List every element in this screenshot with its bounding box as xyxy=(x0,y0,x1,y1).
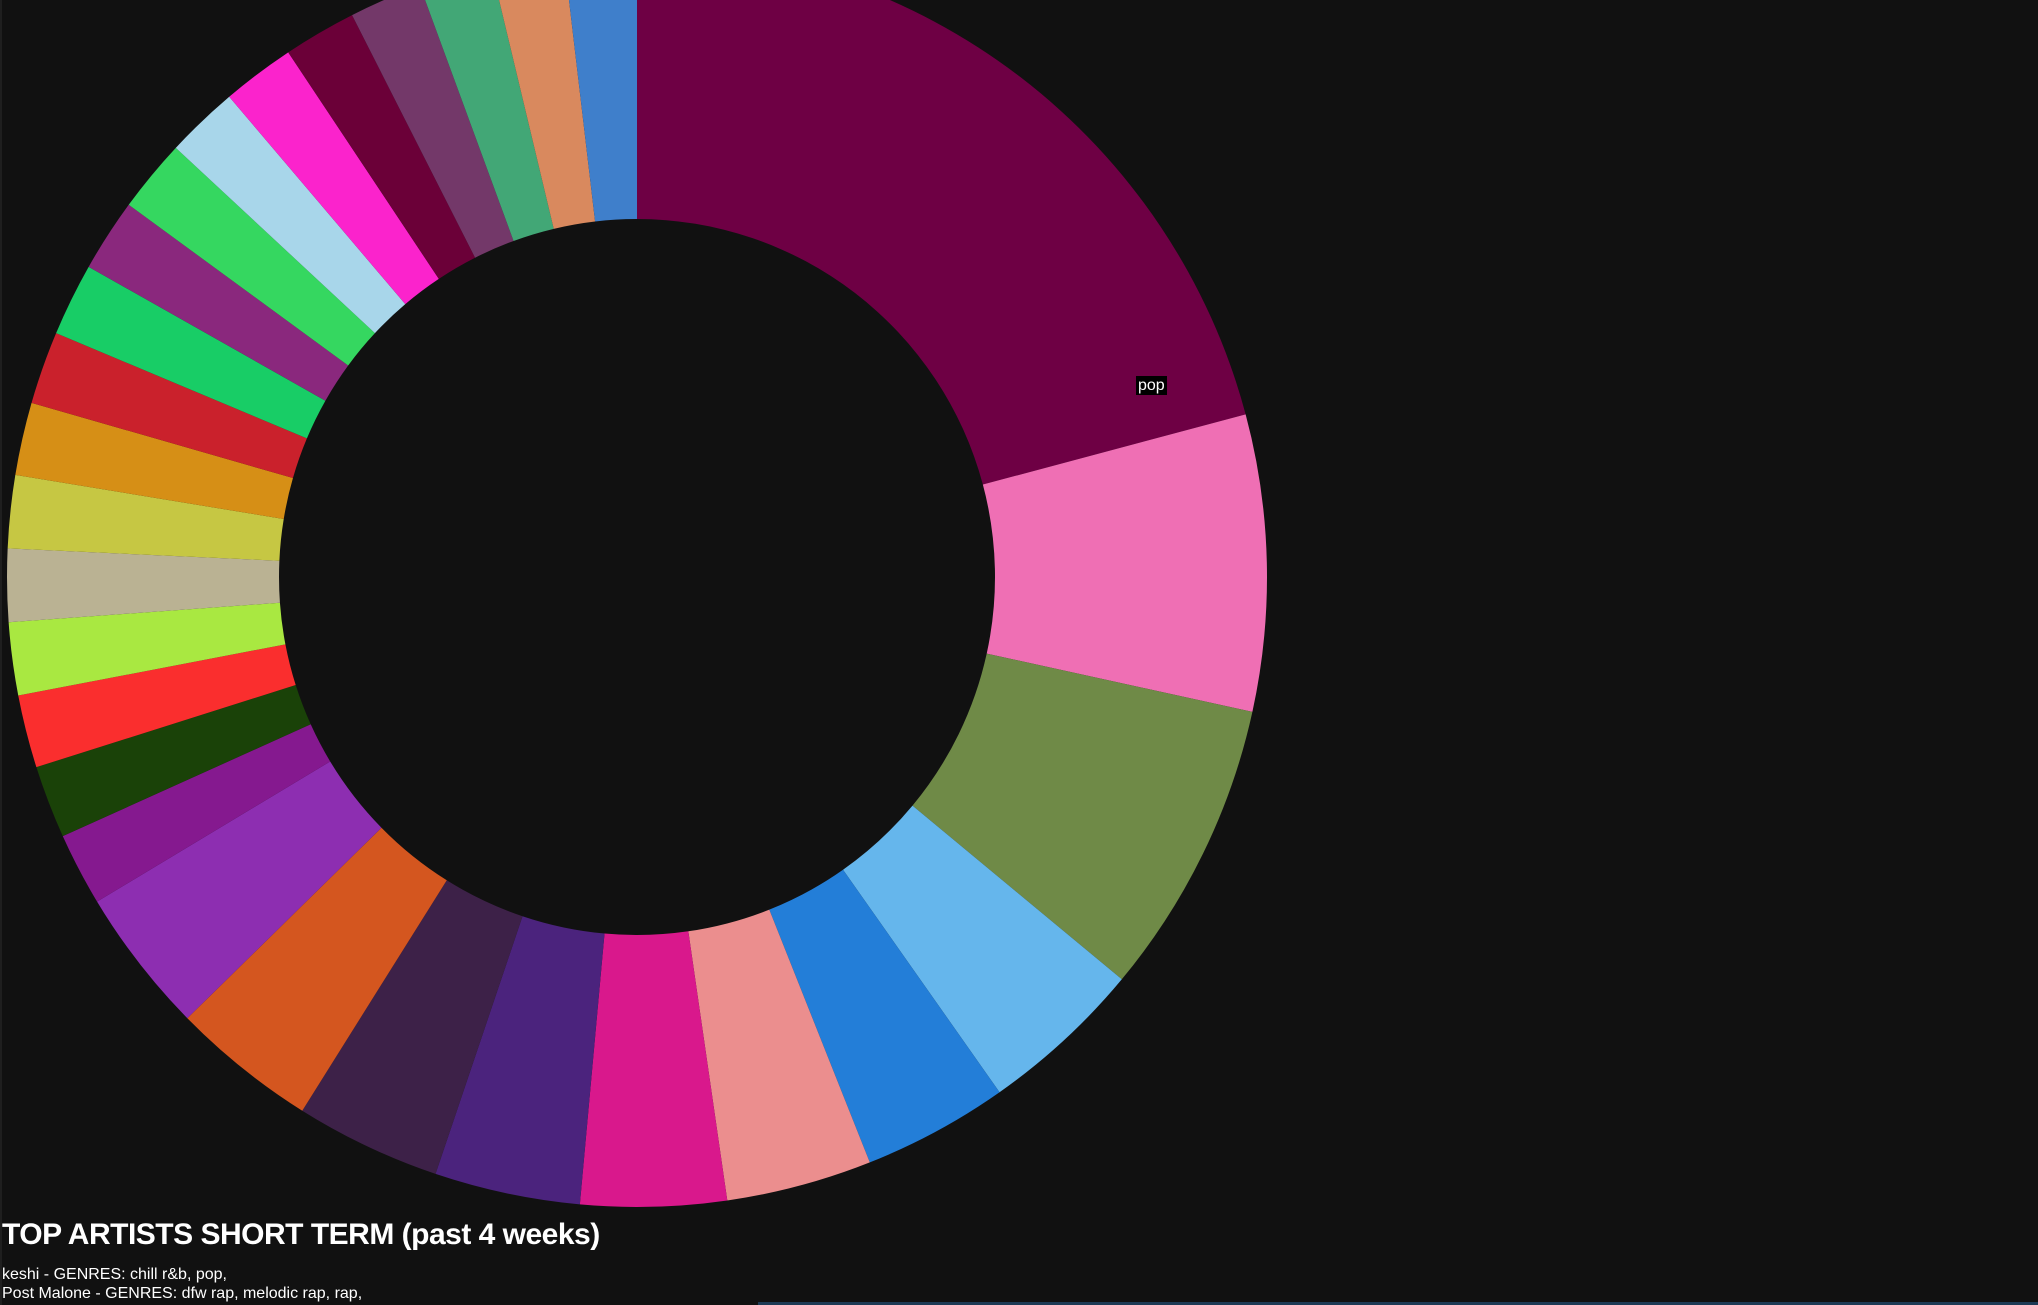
donut-slice[interactable] xyxy=(579,931,728,1207)
donut-slice[interactable] xyxy=(187,827,447,1111)
donut-slice[interactable] xyxy=(8,602,286,696)
donut-slice[interactable] xyxy=(7,474,284,561)
donut-slice[interactable] xyxy=(62,724,331,902)
donut-slice[interactable] xyxy=(982,414,1267,712)
donut-slices xyxy=(7,0,1267,1207)
donut-slice[interactable] xyxy=(88,204,349,401)
donut-slice[interactable] xyxy=(843,805,1122,1093)
left-edge-border xyxy=(0,0,2,1305)
donut-slice[interactable] xyxy=(56,266,326,439)
donut-slice[interactable] xyxy=(175,96,406,334)
artist-list: keshi - GENRES: chill r&b, pop, Post Malo… xyxy=(2,1265,362,1303)
donut-slice[interactable] xyxy=(97,761,382,1019)
donut-slice[interactable] xyxy=(18,644,296,768)
donut-slice[interactable] xyxy=(302,880,523,1174)
donut-slice[interactable] xyxy=(36,685,311,837)
donut-slice[interactable] xyxy=(229,52,439,305)
donut-slice[interactable] xyxy=(288,15,476,279)
donut-slice[interactable] xyxy=(769,869,1000,1163)
donut-slice[interactable] xyxy=(352,0,514,258)
donut-slice[interactable] xyxy=(420,0,554,241)
donut-slice[interactable] xyxy=(435,916,605,1205)
donut-slice[interactable] xyxy=(128,147,375,366)
donut-slice[interactable] xyxy=(637,0,1246,485)
donut-slice[interactable] xyxy=(912,653,1253,980)
bottom-scroll-strip xyxy=(758,1302,2038,1305)
slice-tooltip: pop xyxy=(1136,376,1167,395)
donut-slice[interactable] xyxy=(7,548,280,623)
donut-slice[interactable] xyxy=(31,333,307,479)
donut-slice[interactable] xyxy=(15,402,293,519)
artist-list-item: keshi - GENRES: chill r&b, pop, xyxy=(2,1266,227,1283)
donut-slice[interactable] xyxy=(688,909,870,1201)
donut-slice[interactable] xyxy=(491,0,596,229)
donut-slice[interactable] xyxy=(563,0,637,222)
chart-title: TOP ARTISTS SHORT TERM (past 4 weeks) xyxy=(2,1218,600,1251)
artist-list-item: Post Malone - GENRES: dfw rap, melodic r… xyxy=(2,1285,363,1302)
donut-chart xyxy=(7,0,1267,1207)
